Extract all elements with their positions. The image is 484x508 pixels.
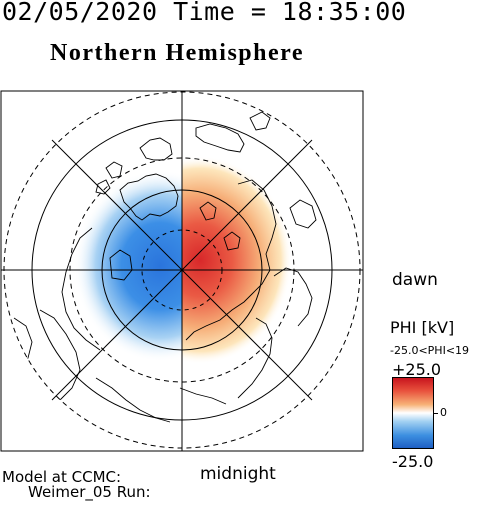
header-datetime: 02/05/2020 Time = 18:35:00: [2, 0, 407, 26]
colorbar-mid-tick: [433, 413, 438, 414]
polar-map: [0, 90, 364, 452]
negative-potential-cell: [74, 170, 182, 362]
colorbar-min-label: -25.0: [392, 452, 434, 471]
plot-title: Northern Hemisphere: [50, 40, 305, 66]
model-line1: Model at CCMC:: [2, 468, 122, 486]
potential-field: [74, 156, 292, 364]
colorbar-max-label: +25.0: [392, 360, 442, 379]
meridian-lines: [1, 91, 363, 451]
colorbar-title: PHI [kV]: [390, 318, 455, 337]
colorbar-mid-label: 0: [440, 406, 447, 419]
colorbar-range: -25.0<PHI<19: [390, 344, 470, 357]
positive-potential-cell: [182, 156, 292, 364]
dawn-label: dawn: [392, 270, 438, 290]
midnight-label: midnight: [200, 464, 276, 484]
colorbar-gradient: [392, 377, 434, 449]
model-line2: Weimer_05 Run:: [28, 483, 151, 501]
